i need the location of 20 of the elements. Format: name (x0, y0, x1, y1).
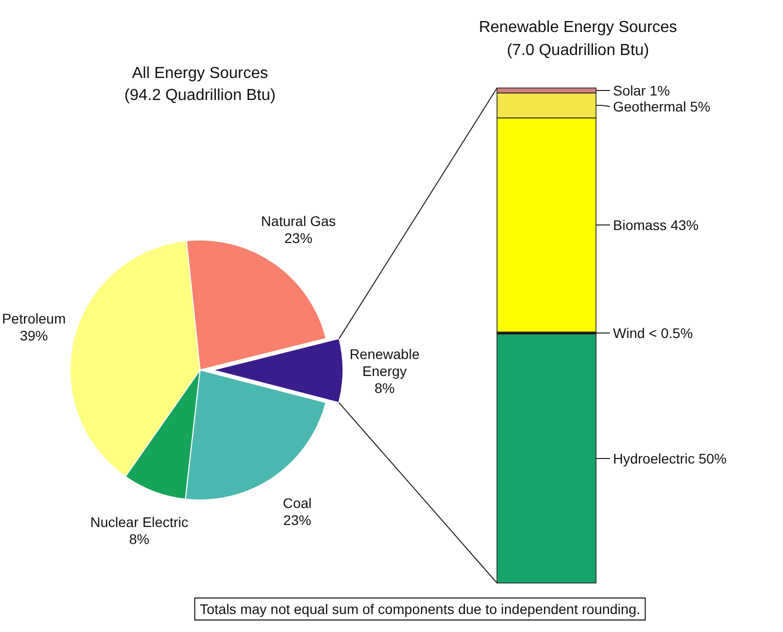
data-label: 8% (374, 380, 395, 396)
data-label: 39% (20, 328, 48, 344)
chart-subtitle: (7.0 Quadrillion Btu) (506, 42, 650, 59)
chart-subtitle: (94.2 Quadrillion Btu) (124, 87, 276, 104)
slice-label: Nuclear Electric (90, 514, 188, 530)
slice-label: Coal (282, 494, 312, 511)
data-label: Solar 1% (613, 82, 670, 98)
data-label: Geothermal 5% (613, 98, 710, 114)
data-label: 8% (129, 530, 150, 547)
data-label: Wind < 0.5% (613, 325, 693, 342)
slice-label: Renewable Energy (350, 346, 420, 379)
data-label: 23% (283, 512, 312, 528)
slice-label: Natural Gas (261, 212, 336, 229)
chart-title: Renewable Energy Sources (478, 19, 678, 36)
data-label: Biomass 43% (613, 216, 699, 233)
data-label: 23% (284, 230, 312, 246)
slice-label: Petroleum (2, 310, 66, 327)
data-label: Hydroelectric 50% (613, 450, 727, 467)
text: Totals may not equal sum of components due to independent rounding. (200, 601, 640, 617)
chart-title: All Energy Sources (132, 65, 268, 82)
